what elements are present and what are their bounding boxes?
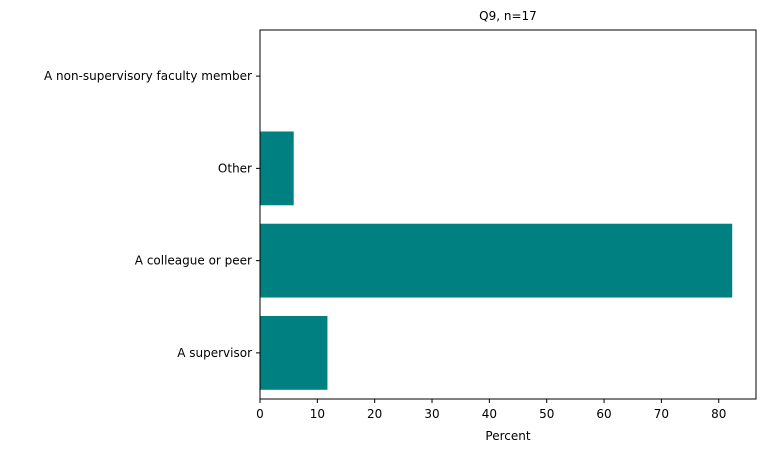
x-tick-label: 30 xyxy=(424,407,439,421)
y-tick-label: A supervisor xyxy=(177,346,252,360)
plot-frame xyxy=(259,29,757,400)
y-tick-label: A colleague or peer xyxy=(135,254,252,268)
axis-layer: A supervisor A colleague or peer Other A no… xyxy=(44,69,726,421)
x-tick-label: 0 xyxy=(256,407,264,421)
x-tick-label: 20 xyxy=(367,407,382,421)
x-tick-label: 40 xyxy=(482,407,497,421)
bar-other xyxy=(260,131,294,206)
x-axis-label: Percent xyxy=(485,429,530,443)
x-tick-label: 60 xyxy=(596,407,611,421)
bar-a-supervisor xyxy=(260,315,328,390)
x-tick-label: 10 xyxy=(310,407,325,421)
x-tick-label: 70 xyxy=(654,407,669,421)
x-tick-label: 50 xyxy=(539,407,554,421)
y-tick-label: A non-supervisory faculty member xyxy=(44,69,252,83)
plot-background xyxy=(260,30,756,399)
y-tick-label: Other xyxy=(218,161,252,175)
bars-layer xyxy=(260,131,733,390)
chart-title: Q9, n=17 xyxy=(479,9,537,23)
x-tick-label: 80 xyxy=(711,407,726,421)
bar-a-colleague-or-peer xyxy=(260,223,733,298)
